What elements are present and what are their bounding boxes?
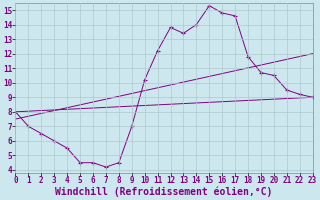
X-axis label: Windchill (Refroidissement éolien,°C): Windchill (Refroidissement éolien,°C): [55, 187, 273, 197]
